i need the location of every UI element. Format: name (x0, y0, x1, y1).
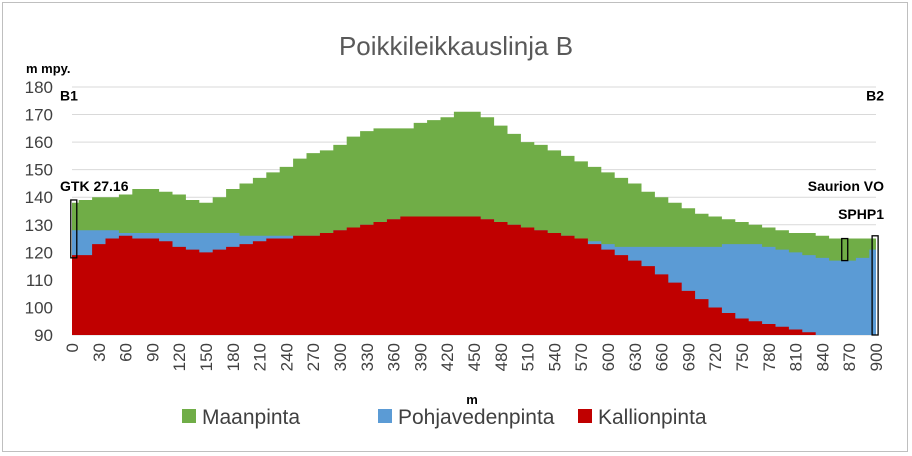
x-tick-label: 840 (813, 343, 832, 371)
annotation-saurion-vo: Saurion VO (808, 178, 884, 194)
x-tick-label: 0 (63, 343, 82, 352)
x-tick-label: 330 (358, 343, 377, 371)
x-tick-label: 720 (706, 343, 725, 371)
legend-label-kallionpinta: Kallionpinta (598, 406, 707, 429)
legend-swatch-kallionpinta (578, 409, 592, 423)
y-tick-labels: 90 100 110 120 130 140 150 160 170 180 (25, 78, 53, 345)
x-tick-labels: 0 30 60 90 120 150 180 210 240 270 300 330 360 390 420… (63, 343, 886, 371)
x-tick-label: 420 (438, 343, 457, 371)
x-tick-label: 630 (626, 343, 645, 371)
x-tick-label: 180 (224, 343, 243, 371)
annotations: B1 B2 GTK 27.16 Saurion VO SPHP1 (60, 87, 884, 221)
y-tick-label: 180 (25, 78, 53, 97)
area-kallionpinta (72, 216, 876, 335)
x-tick-label: 120 (170, 343, 189, 371)
x-tick-label: 240 (277, 343, 296, 371)
y-tick-label: 130 (25, 216, 53, 235)
y-tick-label: 160 (25, 133, 53, 152)
x-tick-label: 810 (787, 343, 806, 371)
annotation-b1: B1 (60, 87, 78, 103)
borehole-sphp1 (871, 235, 879, 336)
legend-swatch-maanpinta (182, 409, 196, 423)
y-tick-label: 140 (25, 188, 53, 207)
x-axis-label: m (466, 392, 478, 407)
x-tick-label: 90 (143, 343, 162, 362)
x-tick-label: 510 (519, 343, 538, 371)
y-tick-label: 120 (25, 243, 53, 262)
x-tick-label: 690 (679, 343, 698, 371)
x-tick-label: 450 (465, 343, 484, 371)
x-tick-label: 870 (840, 343, 859, 371)
x-tick-label: 780 (760, 343, 779, 371)
x-tick-label: 150 (197, 343, 216, 371)
x-tick-label: 30 (90, 343, 109, 362)
x-tick-label: 750 (733, 343, 752, 371)
legend: Maanpinta Pohjavedenpinta Kallionpinta (182, 406, 707, 429)
y-tick-label: 150 (25, 161, 53, 180)
x-tick-label: 900 (867, 343, 886, 371)
x-tick-label: 360 (385, 343, 404, 371)
y-tick-label: 90 (34, 326, 53, 345)
legend-label-maanpinta: Maanpinta (202, 406, 300, 429)
x-tick-label: 300 (331, 343, 350, 371)
area-series (72, 111, 876, 335)
borehole-gtk-27-16 (70, 199, 78, 259)
chart-title: Poikkileikkauslinja B (339, 31, 573, 61)
annotation-b2: B2 (866, 87, 884, 103)
borehole-saurion-vo (841, 237, 849, 262)
x-tick-label: 660 (653, 343, 672, 371)
x-tick-label: 210 (251, 343, 270, 371)
y-tick-label: 110 (26, 271, 53, 290)
x-tick-label: 270 (304, 343, 323, 371)
y-tick-label: 100 (25, 298, 53, 317)
borehole-markers (70, 199, 879, 336)
x-tick-label: 600 (599, 343, 618, 371)
legend-label-pohjavedenpinta: Pohjavedenpinta (398, 406, 555, 429)
legend-swatch-pohjavedenpinta (378, 409, 392, 423)
annotation-gtk-27-16: GTK 27.16 (60, 178, 129, 194)
annotation-sphp1: SPHP1 (838, 206, 884, 222)
x-tick-label: 390 (411, 343, 430, 371)
x-tick-label: 60 (117, 343, 136, 362)
x-tick-label: 540 (545, 343, 564, 371)
x-tick-label: 570 (572, 343, 591, 371)
y-axis-label: m mpy. (26, 61, 71, 76)
x-tick-label: 480 (492, 343, 511, 371)
y-tick-label: 170 (25, 106, 53, 125)
